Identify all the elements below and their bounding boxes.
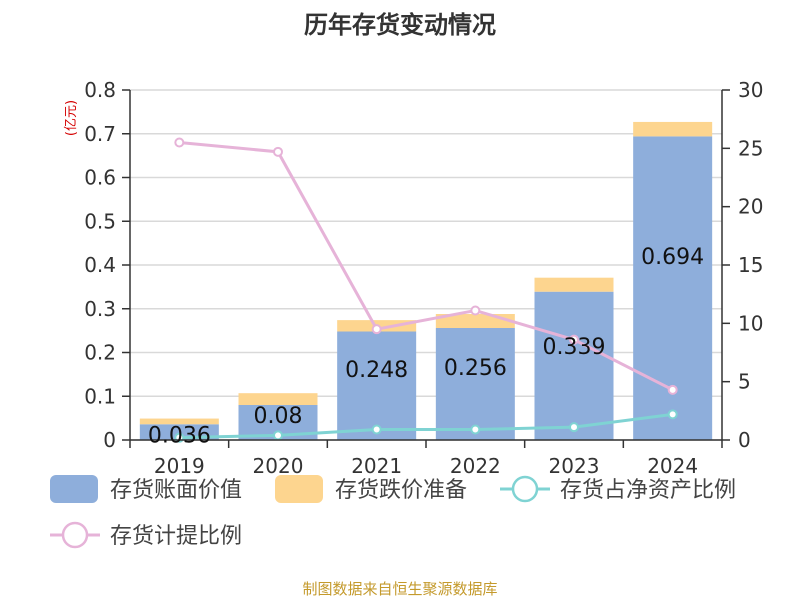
left-axis-tick-label: 0.5 xyxy=(84,209,116,233)
legend-label-book-value: 存货账面价值 xyxy=(110,478,242,503)
right-axis-tick-label: 30 xyxy=(738,78,763,102)
point-net-asset-ratio xyxy=(569,422,579,433)
left-axis-tick-label: 0.6 xyxy=(84,166,116,190)
bar-impairment-reserve xyxy=(139,418,219,425)
line-net-asset-ratio xyxy=(179,412,673,440)
x-axis-tick-label: 2023 xyxy=(549,454,600,478)
left-axis-tick-label: 0.1 xyxy=(84,384,116,408)
line-provision-ratio xyxy=(179,141,674,392)
right-axis-tick-label: 5 xyxy=(738,370,751,394)
point-net-asset-ratio xyxy=(667,409,678,420)
x-axis-tick-label: 2020 xyxy=(253,454,304,478)
x-axis-tick-label: 2022 xyxy=(450,454,501,478)
bar-impairment-reserve xyxy=(534,277,614,292)
bar-value-label: 0.036 xyxy=(148,423,211,448)
bar-value-label: 0.08 xyxy=(254,404,303,429)
bar-impairment-reserve xyxy=(238,393,318,405)
right-axis-tick-label: 25 xyxy=(738,136,763,160)
left-axis-tick-label: 0.4 xyxy=(84,253,116,277)
grid xyxy=(130,89,722,441)
source-text: 制图数据来自恒生聚源数据库 xyxy=(302,580,497,598)
bar-book-value xyxy=(534,291,614,440)
right-axis-tick-label: 20 xyxy=(738,195,763,219)
bars xyxy=(139,121,713,440)
point-provision-ratio xyxy=(371,324,382,335)
bar-value-label: 0.339 xyxy=(543,335,606,360)
x-axis-tick-label: 2024 xyxy=(647,454,698,478)
point-net-asset-ratio xyxy=(273,430,283,441)
right-axis-tick-label: 10 xyxy=(738,311,763,335)
bar-value-label: 0.694 xyxy=(641,245,704,270)
point-provision-ratio xyxy=(470,305,481,316)
point-net-asset-ratio xyxy=(470,424,481,435)
point-provision-ratio xyxy=(174,137,185,148)
legend-label-net-asset-ratio: 存货占净资产比例 xyxy=(560,478,736,503)
legend-label-impairment-reserve: 存货跌价准备 xyxy=(335,478,467,503)
left-axis-unit-label: (亿元) xyxy=(64,100,79,136)
x-axis-tick-label: 2021 xyxy=(351,454,402,478)
point-net-asset-ratio xyxy=(371,424,382,435)
legend-marker-net-asset-ratio xyxy=(511,475,539,503)
left-axis-tick-label: 0.7 xyxy=(84,122,116,146)
left-axis-tick-label: 0.2 xyxy=(84,341,116,365)
bar-impairment-reserve xyxy=(633,121,713,137)
legend-marker-provision-ratio xyxy=(61,521,89,549)
legend-swatch-book-value xyxy=(50,475,98,503)
bar-value-label: 0.256 xyxy=(444,356,507,381)
bar-labels: 0.036 0.08 0.248 0.256 0.339 0.694 xyxy=(148,245,704,448)
legend-swatch-impairment-reserve xyxy=(275,475,323,503)
left-axis-tick-label: 0.3 xyxy=(84,297,116,321)
point-provision-ratio xyxy=(667,384,678,395)
axes: 0 0.1 0.2 0.3 0.4 0.5 0.6 0.7 0.8 0 5 10 15 20 25 30 201… xyxy=(84,78,763,478)
right-axis-tick-label: 15 xyxy=(738,253,763,277)
bar-book-value xyxy=(435,328,515,440)
bar-book-value xyxy=(337,331,417,440)
x-axis-tick-label: 2019 xyxy=(154,454,205,478)
legend-label-provision-ratio: 存货计提比例 xyxy=(110,524,242,549)
point-provision-ratio xyxy=(569,334,579,345)
left-axis-tick-label: 0.8 xyxy=(84,78,116,102)
chart-title: 历年存货变动情况 xyxy=(304,11,496,39)
point-provision-ratio xyxy=(273,146,283,157)
lines xyxy=(174,137,678,443)
left-axis-tick-label: 0 xyxy=(103,428,116,452)
bar-value-label: 0.248 xyxy=(345,358,408,383)
right-axis-tick-label: 0 xyxy=(738,428,751,452)
